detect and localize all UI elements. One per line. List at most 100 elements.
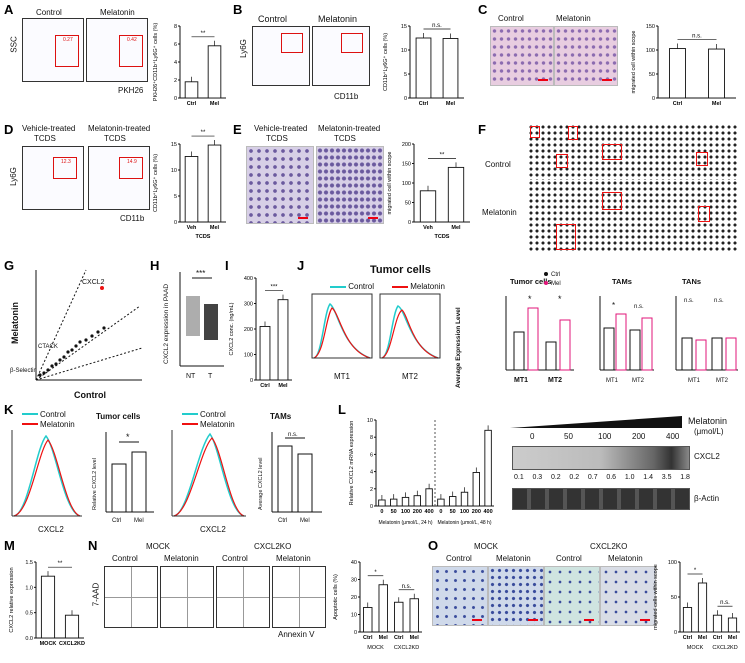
a-bar-chart: 0 2 4 6 8 PKH26⁺CD11b⁺Ly6G⁺ cells (%) Ctrl Mel *… bbox=[152, 23, 226, 107]
e-bar-chart: 0 50 100 150 200 migrated cell within scope Ve… bbox=[387, 142, 470, 240]
x-tick-label: Mel bbox=[210, 225, 220, 231]
significance-label: *** bbox=[270, 285, 278, 291]
x-tick-label: Mel bbox=[698, 635, 708, 641]
h-scatter-chart: *** NT T CXCL2 expression in PAAD bbox=[163, 269, 224, 380]
significance-label: n.s. bbox=[720, 600, 730, 606]
o-title-control-2: Control bbox=[556, 554, 582, 563]
x-tick-label: CXCL2KD bbox=[59, 641, 85, 647]
n-bar-chart: 0 10 20 30 40 Apoptotic cells (%) Ctrl Mel Ctrl M… bbox=[333, 560, 422, 651]
j-legend-ctrl: Ctrl bbox=[551, 272, 560, 278]
bar bbox=[184, 156, 199, 223]
panel-label-f: F bbox=[478, 122, 486, 137]
y-tick-label: 5 bbox=[404, 72, 407, 78]
l-western-blot: 0 50 100 200 400 CXCL2 0.1 0.3 0.2 0.2 0… bbox=[510, 432, 738, 538]
k-title-tams: TAMs bbox=[270, 412, 292, 421]
j-histogram-mt2 bbox=[379, 293, 441, 359]
x-tick-label: 200 bbox=[413, 509, 422, 515]
bar bbox=[425, 488, 433, 507]
bar bbox=[378, 584, 388, 633]
j-legend-mel: Mel bbox=[551, 281, 561, 287]
group-label: CXCL2KD bbox=[712, 645, 737, 651]
o-title-control-1: Control bbox=[446, 554, 472, 563]
l-conc-100: 100 bbox=[598, 432, 612, 441]
significance-label: * bbox=[694, 568, 697, 574]
y-tick-label: 200 bbox=[244, 327, 253, 333]
k-bar-tams: n.s. Ctrl Mel Average CXCL2 level bbox=[258, 432, 322, 524]
y-tick-label: 0 bbox=[404, 96, 407, 102]
b-bar-chart: 0 5 10 15 CD11b⁺Ly6G⁺ cells (%) Ctrl Mel n.s. bbox=[382, 23, 464, 107]
l-quant-8: 1.4 bbox=[643, 474, 654, 481]
d-title-right-tcds: TCDS bbox=[104, 134, 126, 143]
b-facs-control bbox=[252, 26, 310, 86]
bar bbox=[712, 614, 723, 633]
i-bar-chart: 0 100 200 300 400 CXCL2 conc. (ng/mL) Ctrl Mel *… bbox=[229, 276, 292, 389]
l-quant-6: 0.6 bbox=[606, 474, 617, 481]
panel-label-h: H bbox=[150, 258, 160, 273]
x-tick-label: 100 bbox=[401, 509, 410, 515]
a-xlabel: PKH26 bbox=[118, 86, 144, 95]
y-axis-label: Relative CXCL2 mRNA expression bbox=[349, 421, 355, 506]
x-tick-label: Veh bbox=[187, 225, 197, 231]
x-tick-label: Ctrl bbox=[713, 635, 723, 641]
k-legend-melatonin-left: Melatonin bbox=[40, 420, 75, 429]
m-bar-chart: 0.0 0.5 1.0 1.5 CXCL2 relative expression MOC… bbox=[9, 560, 85, 647]
x-tick-label: 0 bbox=[380, 509, 383, 515]
k-xlabel-right: CXCL2 bbox=[200, 525, 226, 534]
bar bbox=[472, 472, 480, 507]
y-tick-label: 0.0 bbox=[25, 636, 33, 642]
c-title-melatonin: Melatonin bbox=[556, 14, 591, 23]
d-bar-chart: 0 5 10 15 CD11b⁺Ly6G⁺ cells (%) Veh Mel ** TCDS bbox=[152, 130, 226, 240]
o-title-melatonin-2: Melatonin bbox=[608, 554, 643, 563]
o-title-melatonin-1: Melatonin bbox=[496, 554, 531, 563]
bar bbox=[207, 144, 222, 223]
l-band-actin-label: β-Actin bbox=[694, 494, 720, 503]
k-legend-melatonin-right: Melatonin bbox=[200, 420, 235, 429]
panel-label-c: C bbox=[478, 2, 488, 17]
bar bbox=[449, 496, 457, 507]
l-quant-3: 0.2 bbox=[550, 474, 561, 481]
panel-label-j: J bbox=[297, 258, 305, 273]
j-legend-control: Control bbox=[330, 282, 374, 291]
bar bbox=[708, 48, 725, 99]
y-axis-label: migrated cell within scope bbox=[631, 31, 637, 94]
bar bbox=[437, 498, 445, 507]
n-group-mock: MOCK bbox=[146, 542, 170, 551]
l-quant-1: 0.1 bbox=[514, 474, 524, 481]
bar bbox=[277, 299, 289, 381]
l-quant-7: 1.0 bbox=[624, 474, 635, 481]
y-tick-label: 0 bbox=[250, 378, 253, 384]
j-xlabel-mt2: MT2 bbox=[402, 372, 418, 381]
x-tick-label: Mel bbox=[728, 635, 738, 641]
y-tick-label: 50 bbox=[671, 595, 677, 601]
k-xtick-mel-right: Mel bbox=[300, 518, 310, 524]
significance-label: ** bbox=[58, 561, 63, 567]
o-group-cxcl2ko: CXCL2KO bbox=[590, 542, 628, 551]
y-tick-label: 200 bbox=[402, 142, 411, 148]
j-subtitle-tams: TAMs bbox=[612, 277, 632, 286]
y-axis-label: CD11b⁺Ly6G⁺ cells (%) bbox=[382, 33, 389, 91]
y-tick-label: 20 bbox=[351, 595, 357, 601]
a-ylabel: SSC bbox=[9, 36, 19, 53]
bar bbox=[394, 601, 404, 633]
j-sig-tams-mt1: * bbox=[612, 301, 615, 310]
n-title-melatonin-1: Melatonin bbox=[164, 554, 199, 563]
l-band-cxcl2-blot bbox=[512, 446, 690, 470]
a-title-melatonin: Melatonin bbox=[100, 8, 135, 17]
y-tick-label: 0 bbox=[354, 630, 357, 636]
j-xtick-mt2-tumor: MT2 bbox=[548, 377, 562, 384]
x-tick-label: Mel bbox=[410, 635, 420, 641]
y-tick-label: 10 bbox=[351, 613, 357, 619]
n-title-melatonin-2: Melatonin bbox=[276, 554, 311, 563]
y-tick-label: 10 bbox=[171, 168, 177, 174]
d-facs-left: 12.3 bbox=[22, 146, 84, 210]
n-xlabel: Annexin V bbox=[278, 630, 315, 639]
group-label: TCDS bbox=[435, 234, 450, 240]
y-axis-label: migrated cells within scope bbox=[653, 564, 659, 630]
l-conc-0: 0 bbox=[530, 432, 535, 441]
bar bbox=[484, 429, 492, 507]
y-tick-label: 400 bbox=[244, 276, 253, 282]
y-tick-label: 150 bbox=[402, 162, 411, 168]
n-facs-3 bbox=[216, 566, 270, 628]
significance-label: n.s. bbox=[692, 34, 702, 40]
b-title-control: Control bbox=[258, 14, 288, 24]
